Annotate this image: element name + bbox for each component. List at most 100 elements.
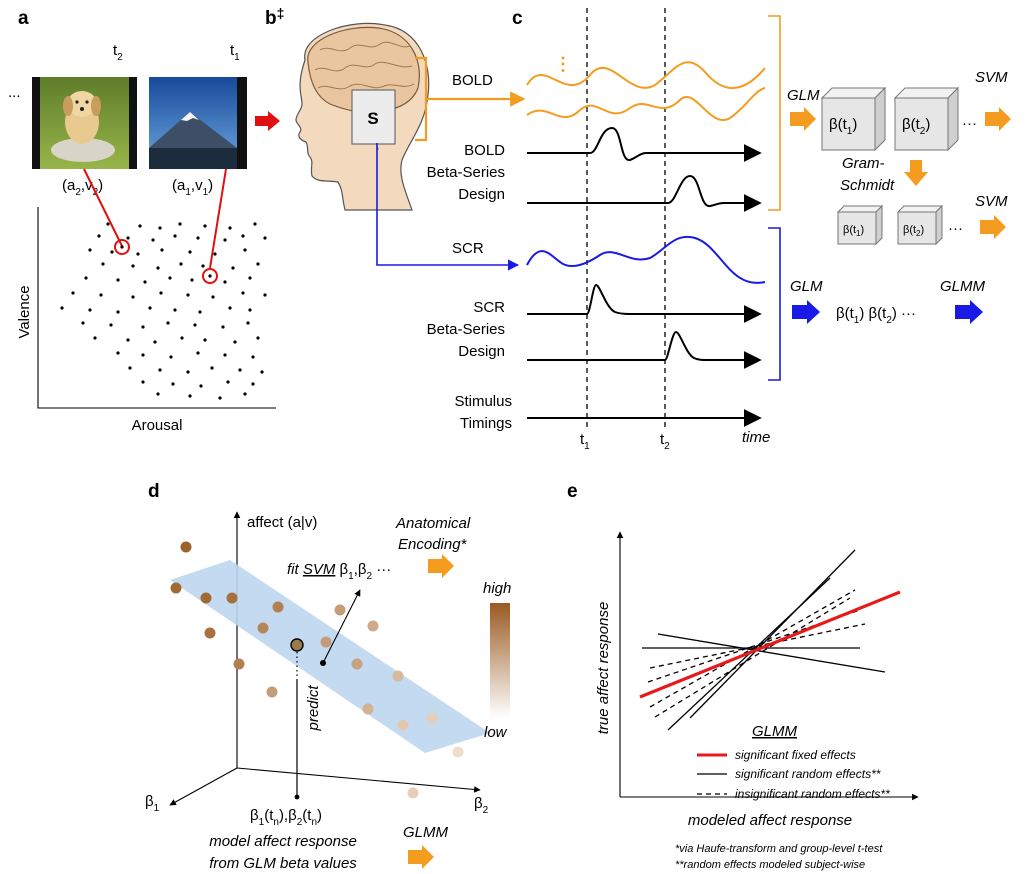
affect-dot xyxy=(320,636,332,648)
scatter-dot xyxy=(151,238,155,242)
panel-a-label: a xyxy=(18,8,29,29)
affect-dot xyxy=(233,658,245,670)
scatter-dot xyxy=(243,248,247,252)
affect-dot xyxy=(272,601,284,613)
predict-label: predict xyxy=(305,685,322,732)
scatter-dot xyxy=(171,382,175,386)
scr-glmm-arrow-icon xyxy=(955,300,983,324)
random-effect-insig-1 xyxy=(647,609,861,683)
affect-dot xyxy=(200,592,212,604)
color-legend-bar xyxy=(490,603,510,718)
scatter-dot xyxy=(158,368,162,372)
scr-pipeline-bracket xyxy=(768,227,781,381)
scatter-dot xyxy=(88,308,92,312)
random-effect-sig-1 xyxy=(657,633,886,673)
panel-c: c ⋮ BOLD Beta-Series Design SCR Beta-Ser… xyxy=(427,8,1011,452)
affect-dot xyxy=(407,787,419,799)
scatter-dot xyxy=(223,238,227,242)
bold-design-line1: BOLD xyxy=(464,142,505,159)
scatter-dot xyxy=(156,266,160,270)
scatter-dot xyxy=(141,325,145,329)
valence-arousal-axes xyxy=(37,207,276,409)
scatter-dot xyxy=(88,248,92,252)
affect-dot xyxy=(397,719,409,731)
legend-fixed-label: significant fixed effects xyxy=(735,748,856,762)
bold-signal-2 xyxy=(526,87,766,121)
beta2-axis-label: β2 xyxy=(474,795,489,816)
scatter-dot xyxy=(138,224,142,228)
beta-cube-t1 xyxy=(820,86,887,152)
e-x-label: modeled affect response xyxy=(688,812,852,829)
affect-dot xyxy=(266,686,278,698)
scatter-dot xyxy=(196,351,200,355)
affect-axis-label: affect (a|v) xyxy=(247,514,317,531)
affect-dot xyxy=(351,658,363,670)
predicted-point xyxy=(290,638,304,652)
scatter-dot xyxy=(243,392,247,396)
scatter-dot xyxy=(221,325,225,329)
scatter-dot xyxy=(156,392,160,396)
gram-schmidt-arrow-icon xyxy=(904,160,928,186)
scatter-dot xyxy=(228,306,232,310)
scatter-dot xyxy=(97,234,101,238)
connector-puppy xyxy=(83,168,123,247)
scatter-dot xyxy=(131,264,135,268)
scatter-dot xyxy=(256,262,260,266)
random-effect-insig-2 xyxy=(649,589,856,708)
bold-glm-label: GLM xyxy=(787,87,820,104)
panel-d-label: d xyxy=(148,481,160,502)
beta1-axis xyxy=(169,767,238,806)
affect-dot xyxy=(392,670,404,682)
legend-insig-label: insignificant random effects** xyxy=(735,787,890,801)
highlight-mountain xyxy=(202,268,218,284)
anatomical-label-line1: Anatomical xyxy=(395,515,471,532)
mountain-caption: (a1,v1) xyxy=(172,177,213,198)
scatter-dot xyxy=(188,250,192,254)
scatter-dot xyxy=(256,336,260,340)
bold-design-line2: Beta-Series xyxy=(427,164,505,181)
scatter-dot xyxy=(81,321,85,325)
scatter-dot xyxy=(263,236,267,240)
scatter-dot xyxy=(251,355,255,359)
scatter-dot xyxy=(141,380,145,384)
glmm-arrow-icon xyxy=(408,845,434,869)
scatter-dot xyxy=(241,291,245,295)
small-beta-t1-label: β(t1) xyxy=(843,224,864,238)
beta-cube-t2 xyxy=(893,86,960,152)
scatter-dot xyxy=(238,368,242,372)
scatter-dot xyxy=(116,351,120,355)
beta-point-label: β1(tn),β2(tn) xyxy=(250,807,322,828)
affect-dot xyxy=(180,541,192,553)
panel-d: d affect (a|v) β1 β2 fit SVM β1,β2 ··· A… xyxy=(145,481,511,872)
random-effect-insig-3 xyxy=(654,597,851,718)
scatter-dot xyxy=(210,366,214,370)
scr-signal xyxy=(526,235,766,284)
beta2-axis xyxy=(236,767,481,793)
glmm-d-label: GLMM xyxy=(403,824,449,841)
legend-low: low xyxy=(484,724,508,741)
affect-dot xyxy=(362,703,374,715)
valence-label: Valence xyxy=(16,285,33,338)
bold-svm-label: SVM xyxy=(975,69,1008,86)
scatter-dot xyxy=(223,280,227,284)
bold-design-trace-2 xyxy=(527,174,762,212)
scr-design-line2: Beta-Series xyxy=(427,321,505,338)
gram-schmidt-line2: Schmidt xyxy=(840,177,895,194)
scatter-dot xyxy=(166,321,170,325)
caption-line2: from GLM beta values xyxy=(209,855,357,872)
random-effect-sig-3 xyxy=(689,549,856,719)
affect-dot xyxy=(367,620,379,632)
stimulus-arrow-icon xyxy=(255,111,280,131)
svm-plane xyxy=(170,560,490,753)
t2-label: t2 xyxy=(113,42,123,63)
bold-signal-1 xyxy=(526,61,766,89)
scr-design-trace-1 xyxy=(527,283,762,323)
scatter-dot xyxy=(223,353,227,357)
small-cube-t2 xyxy=(896,204,944,246)
bold-svm-arrow-icon xyxy=(985,107,1011,131)
svm-normal-arrow xyxy=(322,589,361,664)
fit-svm-label: fit SVM β1,β2 ··· xyxy=(287,561,391,582)
scatter-dot xyxy=(153,340,157,344)
scatter-dot xyxy=(228,226,232,230)
affect-dot xyxy=(204,627,216,639)
